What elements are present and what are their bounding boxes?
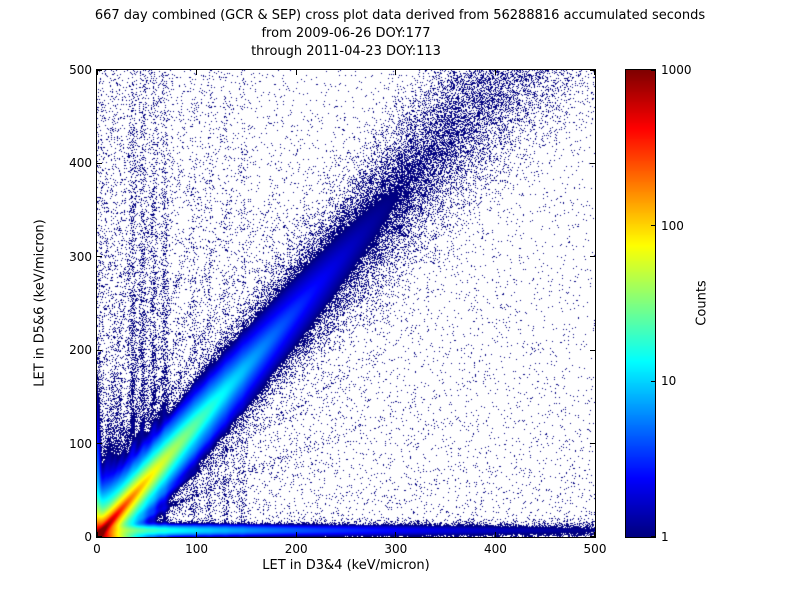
y-axis-label: LET in D5&6 (keV/micron) — [32, 219, 48, 387]
x-tick-label: 500 — [583, 542, 607, 556]
x-tick-label: 100 — [185, 542, 209, 556]
colorbar-tick-label: 1000 — [661, 63, 692, 77]
colorbar-tick-label: 10 — [661, 374, 677, 389]
y-tick-label: 200 — [69, 343, 92, 358]
scatter-density-canvas — [97, 70, 595, 537]
x-tick-label: 200 — [284, 542, 308, 556]
y-tick-label: 400 — [69, 156, 92, 171]
colorbar-label: Counts — [694, 280, 710, 326]
y-tick-label: 100 — [69, 436, 92, 451]
x-tick-label: 400 — [483, 542, 507, 556]
plot-area — [96, 69, 596, 538]
chart-title-line1: 667 day combined (GCR & SEP) cross plot … — [94, 8, 706, 23]
colorbar-gradient-canvas — [626, 70, 655, 537]
x-tick-label: 0 — [93, 542, 101, 556]
x-axis-label: LET in D3&4 (keV/micron) — [262, 558, 430, 573]
y-tick-label: 0 — [84, 530, 92, 544]
chart-title-line3: through 2011-04-23 DOY:113 — [251, 44, 441, 59]
colorbar-tick-label: 1 — [661, 530, 669, 544]
colorbar-tick-label: 100 — [661, 218, 684, 233]
chart-title-line2: from 2009-06-26 DOY:177 — [261, 26, 431, 41]
colorbar — [625, 69, 656, 538]
y-tick-label: 500 — [69, 63, 92, 77]
y-tick-label: 300 — [69, 249, 92, 264]
x-tick-label: 300 — [384, 542, 408, 556]
